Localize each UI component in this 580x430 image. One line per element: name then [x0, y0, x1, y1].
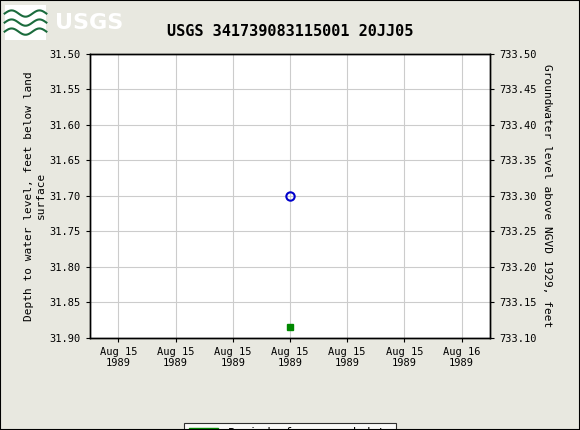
- Y-axis label: Depth to water level, feet below land
surface: Depth to water level, feet below land su…: [24, 71, 45, 320]
- Y-axis label: Groundwater level above NGVD 1929, feet: Groundwater level above NGVD 1929, feet: [542, 64, 552, 327]
- Legend: Period of approved data: Period of approved data: [184, 423, 396, 430]
- FancyBboxPatch shape: [5, 6, 46, 40]
- Text: USGS 341739083115001 20JJ05: USGS 341739083115001 20JJ05: [167, 24, 413, 39]
- Text: USGS: USGS: [55, 12, 124, 33]
